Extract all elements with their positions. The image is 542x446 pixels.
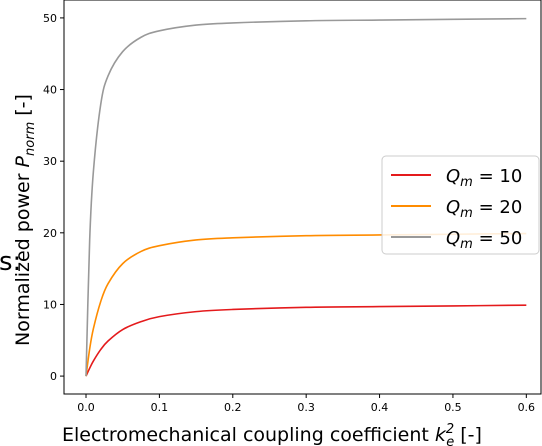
plot-area xyxy=(63,0,542,395)
y-tick-label: 10 xyxy=(43,298,57,311)
series-line-1 xyxy=(85,304,527,377)
series-line-2 xyxy=(85,232,527,377)
y-tick-label: 0 xyxy=(50,370,57,383)
clipped-left-text: s: xyxy=(0,247,21,277)
legend-label-3: Qm = 50 xyxy=(446,228,522,252)
y-tick-label: 40 xyxy=(43,84,57,97)
clipped-top-text: p xyxy=(404,0,421,2)
legend-label-2: Qm = 20 xyxy=(446,197,522,221)
legend-label-1: Qm = 10 xyxy=(446,166,522,190)
y-tick-label: 20 xyxy=(43,227,57,240)
y-axis-label: Normalized power Pnorm [-] xyxy=(12,94,38,346)
x-tick-label: 0.4 xyxy=(371,401,389,414)
x-axis-ticks: 0.0 0.1 0.2 0.3 0.4 0.5 0.6 xyxy=(77,394,535,414)
series-lines xyxy=(85,17,527,377)
x-tick-label: 0.0 xyxy=(77,401,95,414)
x-tick-label: 0.6 xyxy=(518,401,536,414)
x-tick-label: 0.5 xyxy=(444,401,462,414)
x-tick-label: 0.2 xyxy=(224,401,242,414)
y-tick-label: 30 xyxy=(43,155,57,168)
y-axis-ticks: 0 10 20 30 40 50 xyxy=(43,12,64,383)
x-tick-label: 0.1 xyxy=(151,401,169,414)
x-axis-label: Electromechanical coupling coefficient k… xyxy=(62,422,482,446)
series-line-3 xyxy=(85,17,527,377)
legend: Qm = 10 Qm = 20 Qm = 50 xyxy=(381,155,540,255)
x-tick-label: 0.3 xyxy=(297,401,315,414)
y-tick-label: 50 xyxy=(43,12,57,25)
plot-frame xyxy=(63,0,542,395)
legend-box xyxy=(381,155,540,255)
